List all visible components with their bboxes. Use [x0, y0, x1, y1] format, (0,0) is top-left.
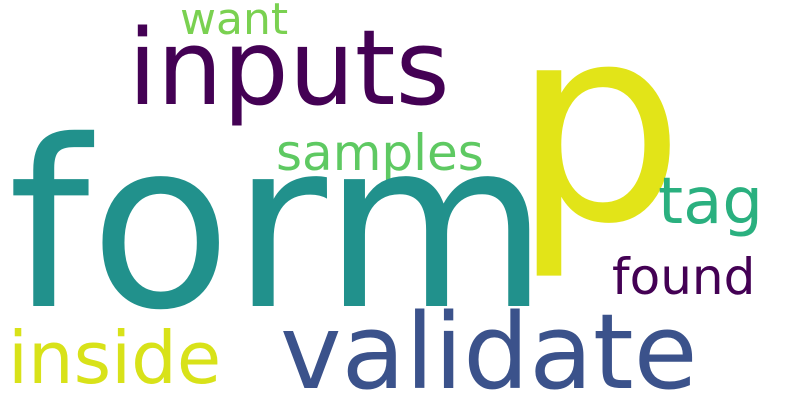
word-validate: validate: [280, 291, 698, 400]
word-inputs: inputs: [128, 7, 450, 129]
word-samples: samples: [276, 124, 484, 182]
word-form: form: [8, 91, 549, 361]
word-p: p: [512, 0, 685, 284]
word-found: found: [612, 248, 756, 306]
word-want: want: [180, 0, 289, 45]
word-inside: inside: [8, 316, 222, 400]
word-tag: tag: [658, 165, 763, 239]
